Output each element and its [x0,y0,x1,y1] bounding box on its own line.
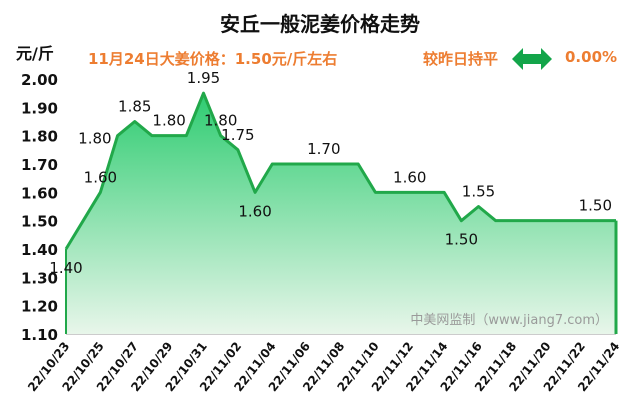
price-area-fill [66,93,616,335]
y-tick-label: 1.50 [21,213,58,231]
data-label: 1.50 [579,197,612,215]
compare-label: 较昨日持平 [423,50,499,68]
data-label: 1.80 [78,130,111,148]
y-tick-label: 1.80 [21,128,58,146]
price-line [64,91,616,250]
data-label: 1.55 [462,183,495,201]
price-note: 11月24日大姜价格：1.50元/斤左右 [88,50,338,68]
y-tick-label: 2.00 [21,71,58,89]
data-label: 1.80 [204,112,237,130]
double-arrow-icon [512,48,552,70]
y-axis-unit: 元/斤 [16,44,54,63]
y-tick-label: 1.90 [21,99,58,117]
y-tick-label: 1.10 [21,326,58,344]
y-tick-label: 1.60 [21,184,58,202]
data-label: 1.85 [118,98,151,116]
watermark: 中美网监制（www.jiang7.com） [410,313,608,328]
data-label: 1.60 [84,168,117,186]
data-label: 1.95 [187,69,220,87]
data-label: 1.60 [238,202,271,220]
y-tick-label: 1.20 [21,298,58,316]
data-label: 1.40 [49,259,82,277]
data-label: 1.80 [152,112,185,130]
y-tick-label: 1.40 [21,241,58,259]
y-tick-label: 1.30 [21,269,58,287]
data-labels-layer: 1.401.601.801.851.801.951.801.751.601.70… [49,69,612,277]
y-tick-label: 1.70 [21,156,58,174]
data-label: 1.50 [445,231,478,249]
data-label: 1.60 [393,168,426,186]
change-percent: 0.00% [565,48,618,66]
data-label: 1.70 [307,140,340,158]
data-label: 1.75 [221,126,254,144]
chart-title: 安丘一般泥姜价格走势 [220,12,420,36]
area-layer [64,91,618,335]
